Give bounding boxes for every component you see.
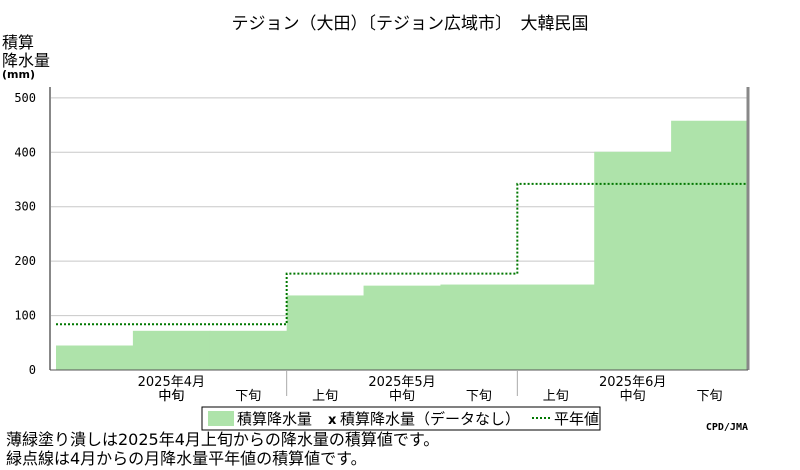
area-step-0 <box>56 345 134 370</box>
x-tick-4: 中旬 <box>389 389 415 404</box>
area-step-7 <box>594 151 672 370</box>
y-axis-label-line-2: 降水量 <box>2 51 50 70</box>
y-tick-400: 400 <box>14 145 36 159</box>
area-step-3 <box>286 295 365 370</box>
month-label-1: 2025年5月 <box>368 375 435 390</box>
x-tick-7: 中旬 <box>620 389 646 404</box>
legend-label-accumulated: 積算降水量 <box>237 410 312 428</box>
normal-step-line <box>56 182 748 326</box>
credit-label: CPD/JMA <box>706 422 748 433</box>
x-tick-6: 上旬 <box>543 389 569 404</box>
area-step-2 <box>209 330 288 370</box>
y-axis-unit: (mm) <box>2 68 35 81</box>
accumulated-precipitation-area <box>56 120 749 370</box>
legend-marker-no-data: x <box>328 413 337 428</box>
x-tick-8: 下旬 <box>697 389 723 404</box>
legend-box <box>201 406 601 431</box>
x-tick-1: 中旬 <box>158 389 184 404</box>
month-label-2: 2025年6月 <box>599 375 666 390</box>
x-tick-3: 上旬 <box>312 389 338 404</box>
y-tick-labels: 0 100 200 300 400 500 <box>14 91 36 377</box>
y-tick-200: 200 <box>14 254 36 268</box>
area-step-5 <box>440 284 518 370</box>
month-label-0: 2025年4月 <box>138 375 205 390</box>
y-axis-label-line-1: 積算 <box>2 33 34 52</box>
legend-label-no-data: 積算降水量（データなし） <box>340 410 520 428</box>
normal-value-line <box>56 182 748 326</box>
x-tick-2: 下旬 <box>235 389 261 404</box>
x-tick-1: 中旬 <box>158 389 184 404</box>
y-tick-0: 0 <box>29 363 36 377</box>
legend-swatch-accumulated <box>208 411 234 426</box>
y-tick-500: 500 <box>14 91 36 105</box>
legend-label-normal: 平年値 <box>554 410 599 428</box>
area-step-8 <box>671 120 749 370</box>
chart-title: テジョン（大田）〔テジョン広域市〕 大韓民国 <box>232 14 589 34</box>
area-step-1 <box>132 330 211 370</box>
note-line-2: 緑点線は4月からの月降水量平年値の積算値です。 <box>6 449 367 468</box>
area-step-4 <box>363 285 442 370</box>
y-tick-300: 300 <box>14 200 36 214</box>
note-line-1: 薄緑塗り潰しは2025年4月上旬からの降水量の積算値です。 <box>6 430 440 449</box>
y-tick-100: 100 <box>14 309 36 323</box>
plot-frame <box>49 87 750 396</box>
area-step-6 <box>517 284 595 370</box>
legend: 積算降水量 x 積算降水量（データなし） 平年値 <box>201 406 601 431</box>
x-tick-5: 下旬 <box>466 389 492 404</box>
